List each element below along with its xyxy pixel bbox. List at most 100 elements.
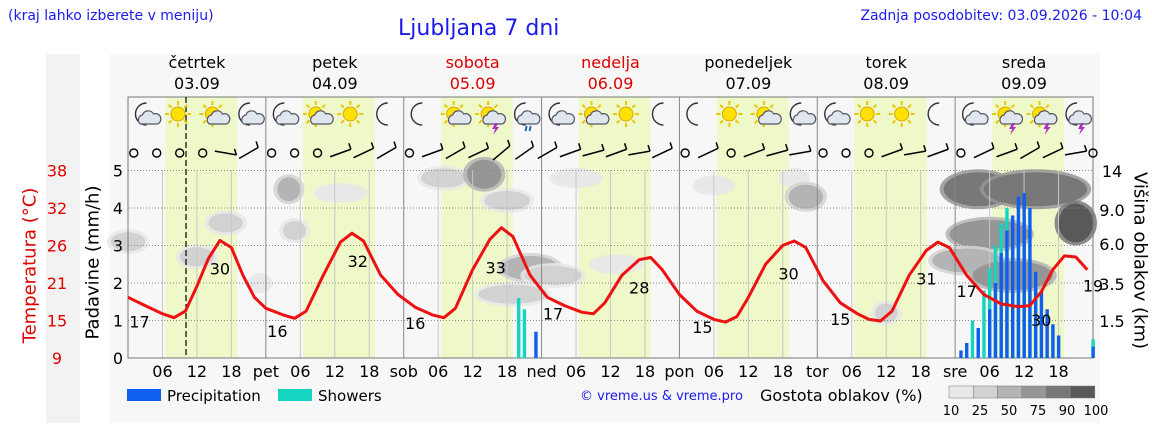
moon-icon <box>376 102 388 126</box>
precipitation-tick: 0 <box>113 349 123 368</box>
sun-ray <box>218 104 223 109</box>
showers-swatch <box>278 389 312 401</box>
wind-barb-flag <box>945 143 949 150</box>
calm-wind-marker <box>404 148 415 158</box>
sun-ray <box>1029 104 1034 109</box>
temperature-label: 16 <box>267 322 287 341</box>
moon-cloud-icon <box>272 102 300 126</box>
temperature-label: 17 <box>956 282 976 301</box>
wind-barb <box>1019 146 1040 160</box>
sun-cloud-icon <box>578 101 610 127</box>
wind-barb <box>1042 147 1064 159</box>
cloud-density-swatch <box>1070 385 1096 399</box>
wind-barb-flag <box>393 141 397 148</box>
hour-tick: 18 <box>497 362 517 381</box>
sun-ray <box>891 119 897 124</box>
wind-barb <box>514 146 534 160</box>
day-date: 07.09 <box>725 74 771 93</box>
sun-ray <box>305 104 311 109</box>
wind-barbs <box>129 139 1098 161</box>
wind-barb <box>651 147 673 159</box>
cloud-shape <box>516 110 541 125</box>
precipitation-bar <box>1010 215 1015 358</box>
precipitation-bar <box>1016 196 1021 358</box>
calm-wind-marker <box>726 148 736 158</box>
calm-wind-marker <box>289 148 300 158</box>
shower-bar <box>522 309 527 358</box>
sun-ray <box>478 119 483 124</box>
day-date: 06.09 <box>588 74 634 93</box>
moon-icon <box>410 102 423 126</box>
precipitation-bar <box>993 283 998 358</box>
cloud-shape <box>241 110 265 125</box>
precipitation-bar <box>1033 271 1038 358</box>
precipitation-tick: 2 <box>113 274 123 293</box>
moon-shape <box>686 102 698 126</box>
wind-barb <box>492 145 511 161</box>
wind-barb-flag <box>233 148 238 156</box>
cloud-density-level: 25 <box>972 404 989 419</box>
cloud-density-level: 75 <box>1030 404 1047 419</box>
rain-drop <box>524 125 528 132</box>
shower-bar <box>970 320 975 358</box>
sun-ray <box>616 119 621 124</box>
precipitation-bar <box>1022 193 1026 358</box>
wind-barb-flag <box>601 143 605 151</box>
sun-ray <box>183 119 188 124</box>
hour-tick: 18 <box>221 362 241 381</box>
cloud-shape <box>1068 110 1092 125</box>
grid-lines <box>127 96 1094 359</box>
precipitation-bar <box>976 328 980 358</box>
precipitation-bar <box>959 350 963 358</box>
last-updated: Zadnja posodobitev: 03.09.2026 - 10:04 <box>860 8 1142 24</box>
wind-barb-flag <box>255 141 259 148</box>
sun-icon <box>854 101 881 127</box>
cloud-density-swatch <box>997 385 1023 399</box>
hour-tick: 06 <box>152 362 172 381</box>
wind-barb-flag <box>507 139 511 147</box>
day-name: sobota <box>446 53 500 72</box>
wind-barb-flag <box>554 141 558 148</box>
moon-cloud-icon <box>789 102 817 126</box>
sun-ray <box>907 104 912 109</box>
wind-barb-flag <box>530 140 535 147</box>
moon-cloud-icon <box>962 102 989 126</box>
sun-icon <box>612 101 639 127</box>
wind-barb <box>766 149 788 157</box>
page-title: Ljubljana 7 dni <box>398 16 560 41</box>
hour-tick: 12 <box>325 362 345 381</box>
moon-shape <box>410 102 423 126</box>
day-name: ponedeljek <box>704 53 793 72</box>
precipitation-bar <box>1051 324 1055 358</box>
sun-cloud-icon <box>199 101 231 127</box>
sun-ray <box>355 119 361 124</box>
lightning-shape <box>492 123 500 135</box>
temperature-label: 15 <box>830 310 850 329</box>
temperature-label: 31 <box>916 269 936 288</box>
temperature-tick: 15 <box>47 312 67 331</box>
sun-ray <box>872 119 878 124</box>
sun-storm-icon <box>475 101 507 135</box>
legend-marks: Precipitation Showers 10 25 50 75 90 100 <box>127 385 1108 419</box>
wind-barb-flag <box>1060 142 1064 149</box>
cloud-shape <box>447 110 472 125</box>
sun-storm-icon <box>1026 101 1058 135</box>
sun-ray <box>443 104 449 109</box>
wind-barb <box>605 148 627 158</box>
temperature-tick: 38 <box>47 162 67 181</box>
calm-wind-marker <box>197 148 208 158</box>
cloud-cell-core <box>782 171 806 185</box>
hour-tick: 12 <box>738 362 758 381</box>
temperature-label: 15 <box>692 318 712 337</box>
daylight-band <box>716 97 789 358</box>
day-date: 03.09 <box>174 74 220 93</box>
cloud-density-level: 10 <box>943 404 960 419</box>
temperature-line-layer <box>127 226 1089 324</box>
calm-wind-marker <box>129 148 139 158</box>
day-name: petek <box>312 53 358 72</box>
hour-tick: 18 <box>910 362 930 381</box>
hour-tick: 06 <box>290 362 310 381</box>
wind-barb <box>697 147 719 159</box>
sun-disc <box>342 106 358 122</box>
temperature-tick: 9 <box>52 349 62 368</box>
